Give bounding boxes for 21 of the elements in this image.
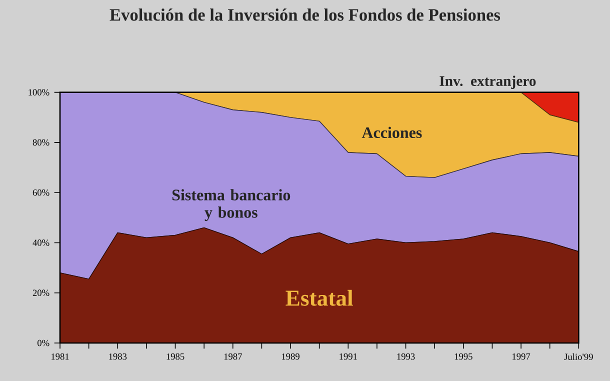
x-tick-label: 1997 — [512, 353, 530, 360]
y-tick-label: 80% — [32, 139, 50, 146]
y-tick-label: 0% — [38, 340, 50, 346]
x-tick-label: 1983 — [109, 353, 127, 360]
y-tick-label: 100% — [28, 89, 50, 96]
chart-title: Evolución de la Inversión de los Fondos de Pensiones — [110, 8, 500, 21]
series-label: Acciones — [362, 126, 422, 138]
series-label: Sistema bancario y bonos — [172, 189, 290, 222]
x-tick-label: 1989 — [282, 353, 300, 360]
x-tick-label: 1991 — [340, 353, 357, 360]
series-label: Inv. extranjero — [440, 76, 536, 89]
x-tick-label: 1981 — [51, 353, 69, 360]
x-tick-label: 1985 — [166, 353, 184, 360]
x-tick-label: 1995 — [454, 353, 472, 360]
y-tick-label: 40% — [32, 240, 50, 246]
x-tick-label: Julio'99 — [564, 353, 593, 360]
x-tick-label: 1987 — [224, 353, 242, 360]
y-tick-label: 20% — [32, 290, 50, 296]
y-tick-label: 60% — [32, 189, 50, 196]
series-label: Estatal — [286, 290, 353, 306]
x-tick-label: 1993 — [397, 353, 415, 360]
